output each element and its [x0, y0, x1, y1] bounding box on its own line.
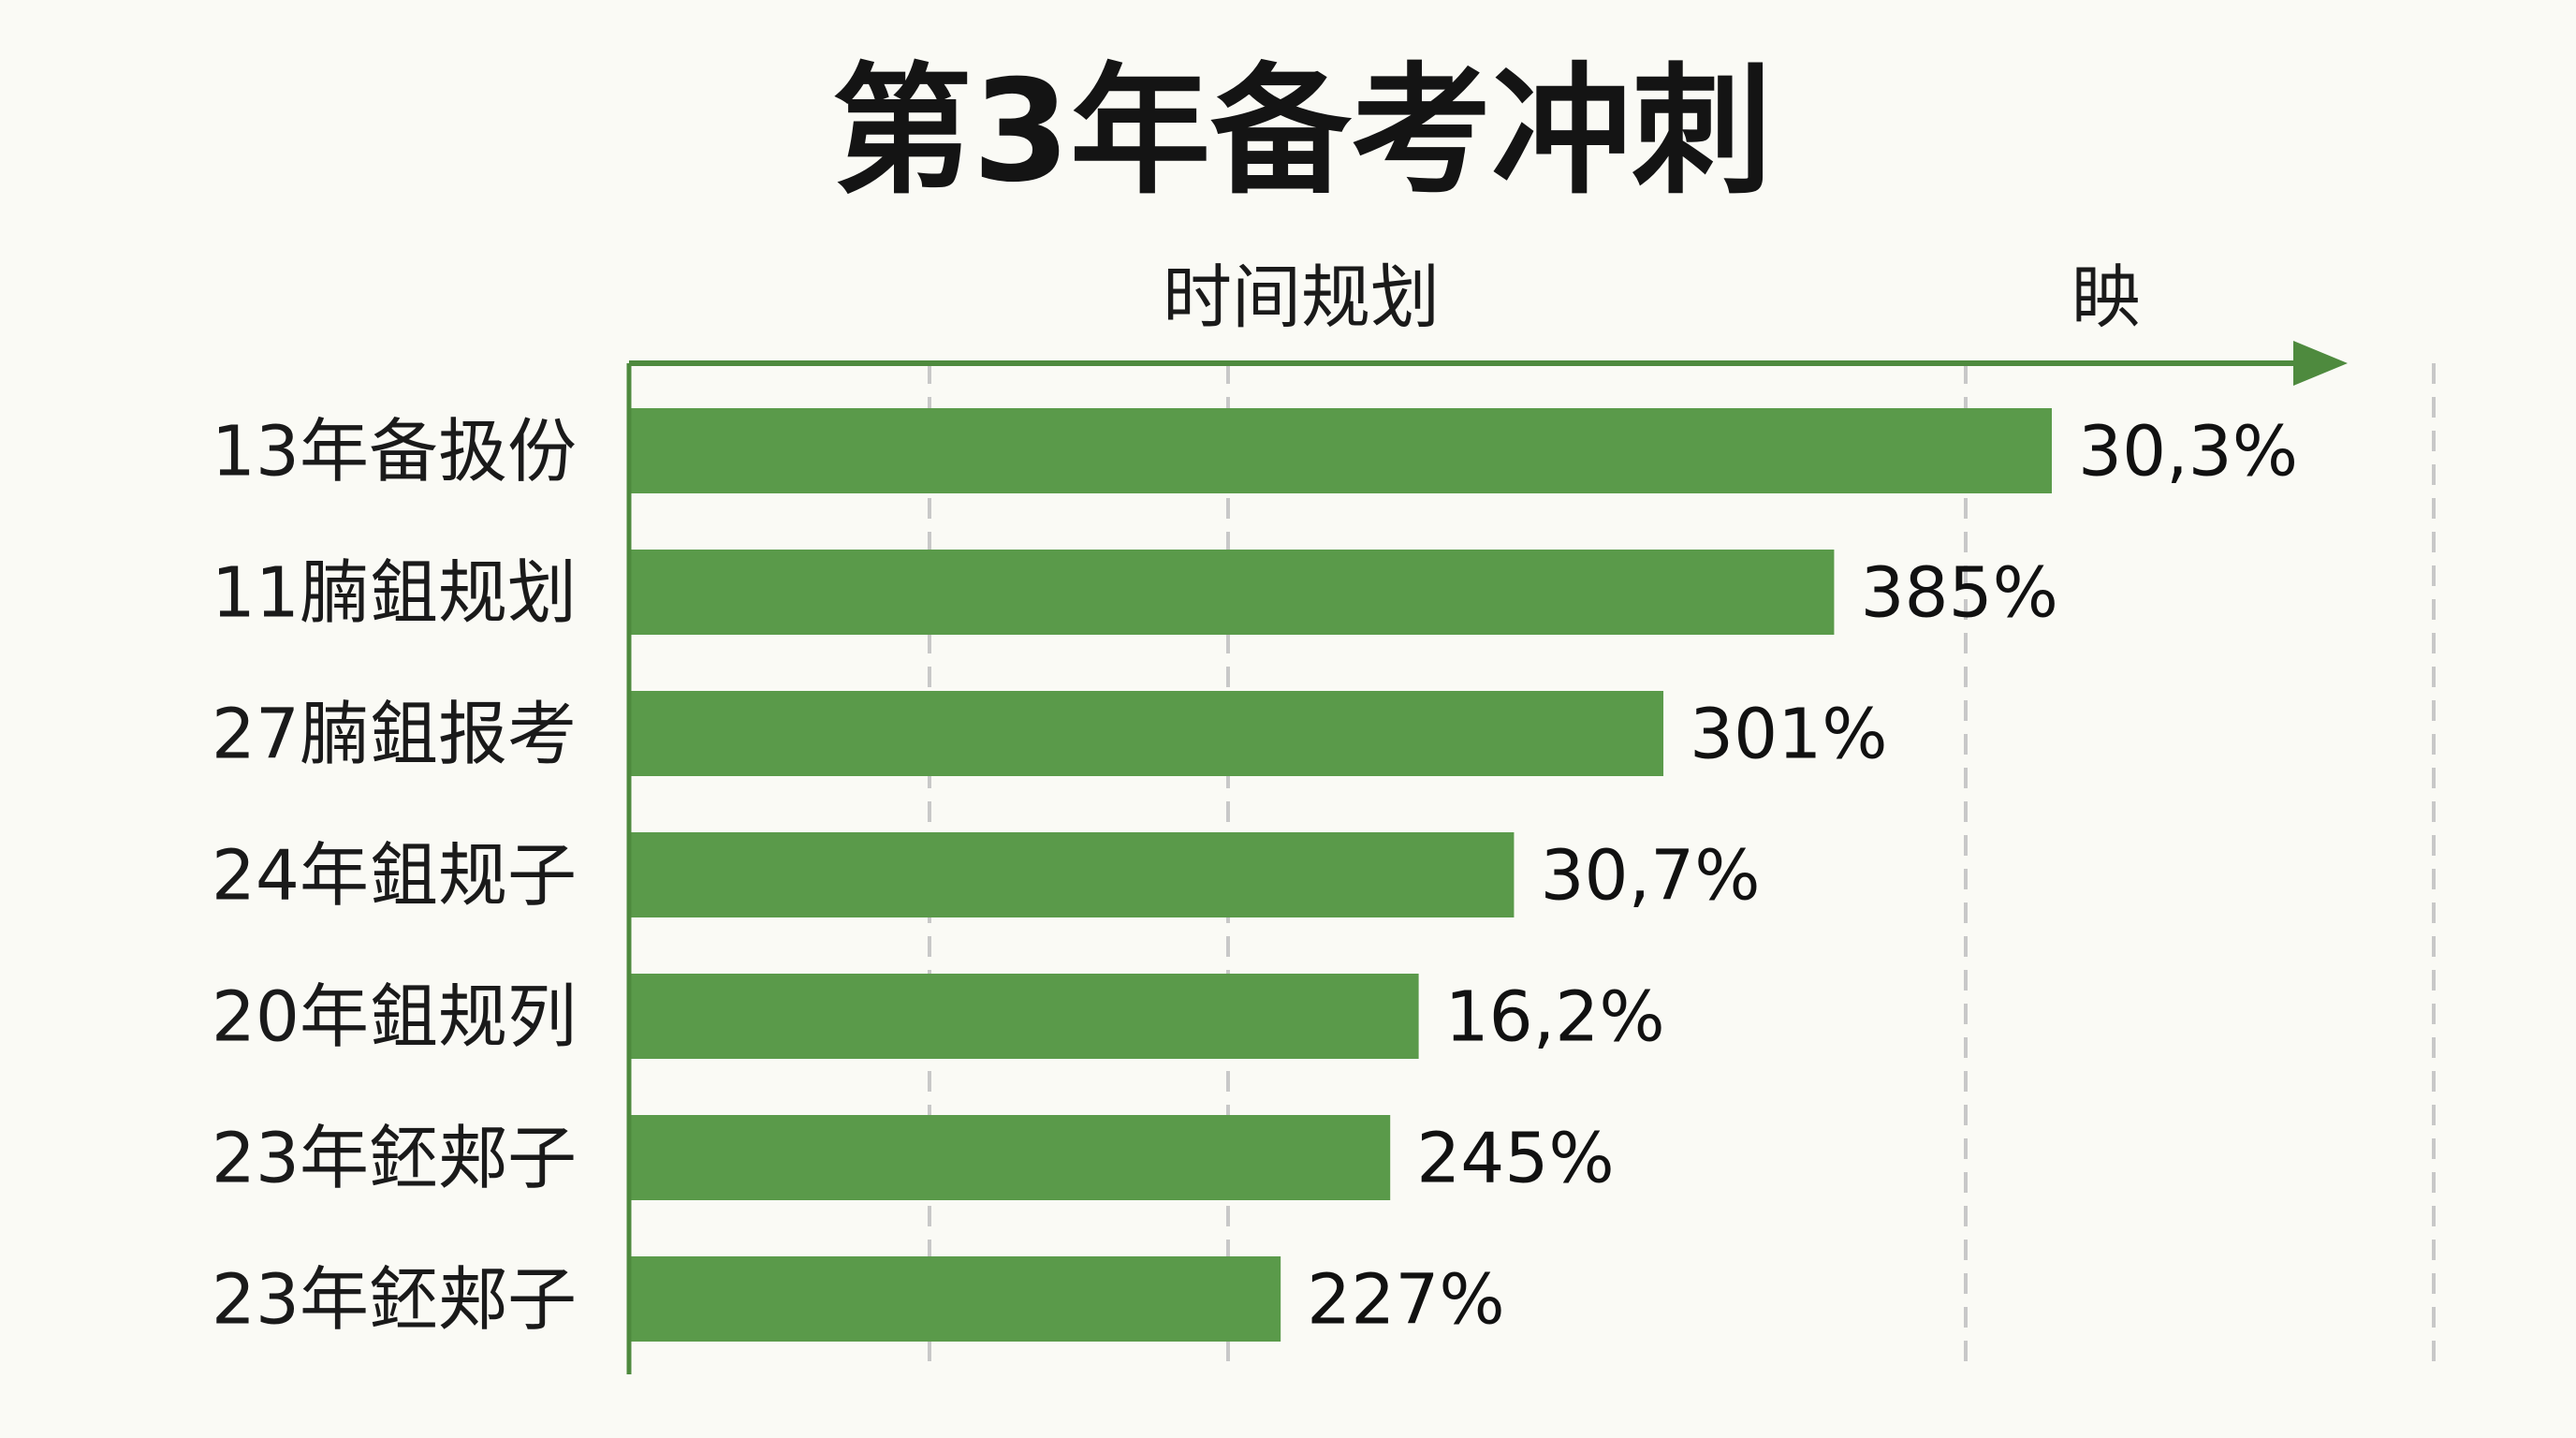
x-axis-arrow-icon — [2293, 341, 2348, 386]
value-label-2: 385% — [1860, 553, 2058, 634]
bars — [629, 408, 2052, 1342]
bar-2 — [629, 550, 1835, 635]
category-label-4: 24年鉏规子 — [212, 836, 577, 917]
value-label-1: 30,3% — [2078, 412, 2298, 492]
category-label-6: 23年鉟郏子 — [212, 1119, 577, 1199]
category-label-1: 13年备扱份 — [212, 412, 577, 492]
category-label-3: 27腩鉏报考 — [212, 695, 577, 775]
value-label-4: 30,7% — [1540, 836, 1760, 917]
x-axis-title: 时间规划 — [1163, 257, 1440, 338]
value-label-5: 16,2% — [1445, 977, 1665, 1058]
bar-4 — [629, 832, 1515, 917]
bar-6 — [629, 1115, 1391, 1200]
value-label-7: 227% — [1307, 1260, 1505, 1341]
labels: 13年备扱份 30,3% 11腩鉏规划 385% 27腩鉏报考 301% 24年鉏规子 30,… — [212, 412, 2298, 1341]
chart-title: 第3年备考冲刺 — [832, 51, 1772, 213]
bar-5 — [629, 974, 1419, 1059]
bar-1 — [629, 408, 2052, 493]
axes — [626, 341, 2348, 1374]
bar-7 — [629, 1256, 1281, 1342]
category-label-7: 23年鉟郏子 — [212, 1260, 577, 1341]
category-label-5: 20年鉏规列 — [212, 977, 577, 1058]
category-label-2: 11腩鉏规划 — [212, 553, 577, 634]
value-label-3: 301% — [1690, 695, 1888, 775]
bar-3 — [629, 691, 1664, 776]
x-axis-end-label: 眏 — [2071, 257, 2141, 338]
value-label-6: 245% — [1416, 1119, 1615, 1199]
